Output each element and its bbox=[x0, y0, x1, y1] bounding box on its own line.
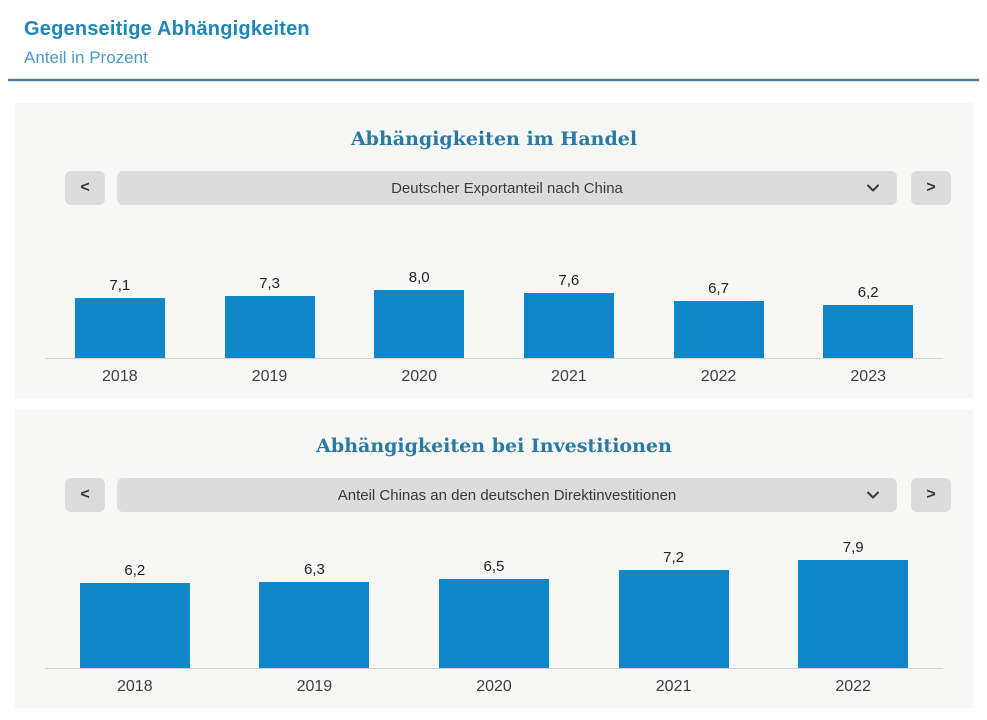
series-dropdown-value: Anteil Chinas an den deutschen Direktinv… bbox=[337, 486, 677, 504]
chart-plot-area: 6,2 6,3 6,5 7,2 7,9 bbox=[45, 537, 943, 669]
chart-plot-area: 7,1 7,3 8,0 7,6 6,7 6,2 bbox=[45, 267, 943, 359]
bar-value-label: 6,7 bbox=[708, 280, 729, 297]
x-tick-label: 2020 bbox=[401, 368, 437, 385]
chart-controls-handel: < Deutscher Exportanteil nach China > bbox=[15, 171, 973, 205]
next-button[interactable]: > bbox=[911, 478, 951, 512]
bar bbox=[438, 579, 549, 668]
bar-column: 6,3 bbox=[225, 562, 405, 668]
series-dropdown[interactable]: Anteil Chinas an den deutschen Direktinv… bbox=[117, 478, 897, 512]
series-dropdown-value: Deutscher Exportanteil nach China bbox=[391, 179, 623, 197]
bar bbox=[374, 290, 465, 358]
bar-column: 8,0 bbox=[344, 270, 494, 358]
bar-value-label: 7,3 bbox=[259, 275, 280, 292]
header-divider bbox=[8, 79, 979, 81]
chevron-down-icon bbox=[865, 180, 881, 196]
bar bbox=[79, 583, 190, 668]
x-tick-label: 2023 bbox=[850, 368, 886, 385]
page-subtitle: Anteil in Prozent bbox=[24, 48, 148, 67]
bar bbox=[673, 301, 764, 358]
bar-value-label: 7,9 bbox=[842, 539, 864, 556]
bar-column: 6,5 bbox=[404, 559, 584, 668]
x-tick-label: 2021 bbox=[551, 368, 587, 385]
chart-title-handel: Abhängigkeiten im Handel bbox=[350, 128, 638, 150]
x-axis-labels: 2018 2019 2020 2021 2022 2023 bbox=[45, 368, 943, 386]
bar bbox=[259, 582, 370, 668]
x-tick-label: 2022 bbox=[835, 678, 871, 695]
bar-value-label: 7,2 bbox=[663, 549, 684, 566]
bar-value-label: 6,5 bbox=[483, 558, 505, 575]
x-tick-label: 2018 bbox=[102, 368, 138, 385]
bar-column: 6,2 bbox=[793, 285, 943, 358]
series-dropdown[interactable]: Deutscher Exportanteil nach China bbox=[117, 171, 897, 205]
bar bbox=[823, 305, 914, 358]
page-title: Gegenseitige Abhängigkeiten bbox=[24, 18, 310, 40]
chart-title-investitionen: Abhängigkeiten bei Investitionen bbox=[316, 435, 672, 457]
bar-column: 7,6 bbox=[494, 273, 644, 358]
bar-column: 7,3 bbox=[195, 276, 345, 358]
panel-handel: Abhängigkeiten im Handel < Deutscher Exp… bbox=[15, 103, 973, 398]
x-tick-label: 2021 bbox=[655, 678, 692, 695]
bar bbox=[224, 296, 315, 358]
bar bbox=[798, 560, 909, 668]
bar-value-label: 6,3 bbox=[303, 561, 325, 578]
bar-column: 6,7 bbox=[644, 281, 794, 358]
bar-column: 7,2 bbox=[584, 550, 764, 668]
x-tick-label: 2022 bbox=[700, 368, 737, 385]
x-tick-label: 2019 bbox=[296, 678, 333, 695]
bar-column: 6,2 bbox=[45, 563, 225, 668]
bar-value-label: 8,0 bbox=[408, 269, 430, 286]
x-tick-label: 2020 bbox=[476, 678, 512, 695]
prev-button[interactable]: < bbox=[65, 478, 105, 512]
bar-chart-investitionen: 6,2 6,3 6,5 7,2 7,9 2018 2019 2020 2021 2022 bbox=[15, 537, 973, 696]
bar-column: 7,9 bbox=[763, 540, 943, 668]
next-button[interactable]: > bbox=[911, 171, 951, 205]
x-tick-label: 2018 bbox=[117, 678, 153, 695]
bar-value-label: 6,2 bbox=[857, 284, 879, 301]
chevron-down-icon bbox=[865, 487, 881, 503]
bar bbox=[74, 298, 165, 358]
x-axis-labels: 2018 2019 2020 2021 2022 bbox=[45, 678, 943, 696]
bar bbox=[618, 570, 729, 668]
bar-column: 7,1 bbox=[45, 278, 195, 358]
bar bbox=[523, 293, 614, 358]
bar-value-label: 7,1 bbox=[109, 277, 131, 294]
bar-value-label: 6,2 bbox=[124, 562, 146, 579]
prev-button[interactable]: < bbox=[65, 171, 105, 205]
chart-controls-investitionen: < Anteil Chinas an den deutschen Direkti… bbox=[15, 478, 973, 512]
panel-investitionen: Abhängigkeiten bei Investitionen < Antei… bbox=[15, 410, 973, 708]
bar-chart-handel: 7,1 7,3 8,0 7,6 6,7 6,2 2018 2019 2020 2021 2022 2… bbox=[15, 267, 973, 386]
bar-value-label: 7,6 bbox=[558, 272, 580, 289]
page-header: Gegenseitige Abhängigkeiten Anteil in Pr… bbox=[0, 0, 987, 68]
x-tick-label: 2019 bbox=[251, 368, 288, 385]
